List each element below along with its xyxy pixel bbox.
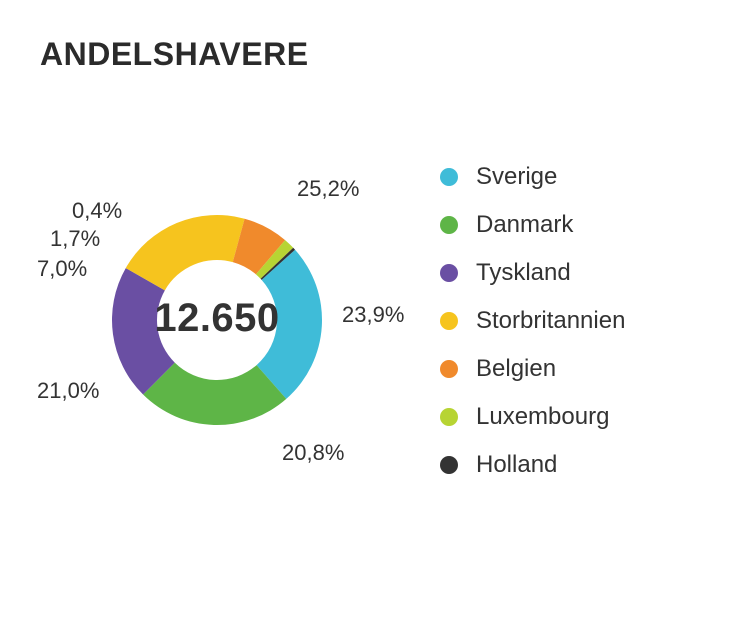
legend-item-sverige: Sverige	[440, 163, 625, 191]
legend-swatch-luxembourg	[440, 408, 458, 426]
slice-label-belgien: 7,0%	[37, 256, 87, 282]
legend-label-sverige: Sverige	[476, 163, 557, 191]
legend-label-storbritannien: Storbritannien	[476, 307, 625, 335]
legend-swatch-sverige	[440, 168, 458, 186]
legend-label-luxembourg: Luxembourg	[476, 403, 609, 431]
legend-swatch-danmark	[440, 216, 458, 234]
slice-label-luxembourg: 1,7%	[50, 226, 100, 252]
page-root: ANDELSHAVERE 12.650 25,2% 23,9% 20,8% 21,0% 7…	[0, 0, 746, 641]
legend-swatch-tyskland	[440, 264, 458, 282]
page-title: ANDELSHAVERE	[40, 36, 716, 73]
legend-item-storbritannien: Storbritannien	[440, 307, 625, 335]
slice-label-holland: 0,4%	[72, 198, 122, 224]
legend-label-holland: Holland	[476, 451, 557, 479]
doughnut-chart: 12.65025,2%23,9%20,8%21,0%7,0%1,7%0,4%	[40, 143, 400, 543]
legend-label-danmark: Danmark	[476, 211, 573, 239]
legend-swatch-belgien	[440, 360, 458, 378]
legend-item-luxembourg: Luxembourg	[440, 403, 625, 431]
slice-label-sverige: 25,2%	[297, 176, 359, 202]
slice-label-storbritannien: 21,0%	[37, 378, 99, 404]
slice-label-danmark: 23,9%	[342, 302, 404, 328]
legend-swatch-storbritannien	[440, 312, 458, 330]
center-value: 12.650	[147, 296, 287, 341]
legend: Sverige Danmark Tyskland Storbritannien Belg…	[440, 163, 625, 499]
legend-label-belgien: Belgien	[476, 355, 556, 383]
legend-swatch-holland	[440, 456, 458, 474]
legend-item-danmark: Danmark	[440, 211, 625, 239]
legend-item-holland: Holland	[440, 451, 625, 479]
content-row: 12.650 25,2% 23,9% 20,8% 21,0% 7,0% 1,7%0,4% S…	[40, 143, 716, 543]
legend-label-tyskland: Tyskland	[476, 259, 571, 287]
legend-item-tyskland: Tyskland	[440, 259, 625, 287]
slice-label-tyskland: 20,8%	[282, 440, 344, 466]
legend-item-belgien: Belgien	[440, 355, 625, 383]
